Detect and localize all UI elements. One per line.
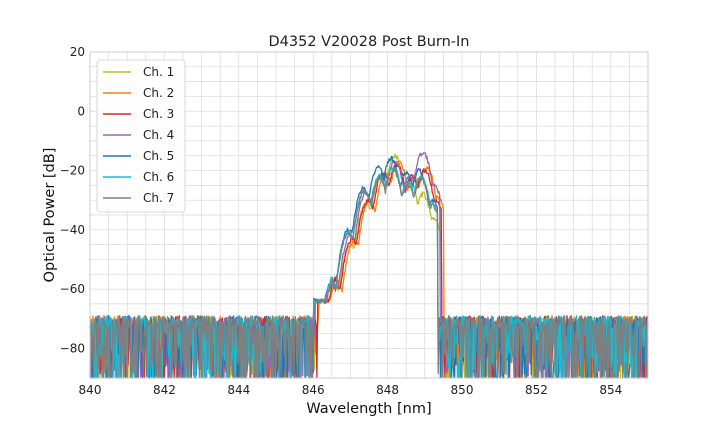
x-tick-label: 844 xyxy=(227,383,250,397)
legend-label: Ch. 5 xyxy=(143,149,174,163)
y-tick-label: 20 xyxy=(70,45,85,59)
series-line-7 xyxy=(89,167,649,379)
legend-label: Ch. 3 xyxy=(143,107,174,121)
legend: Ch. 1 Ch. 2 Ch. 3 Ch. 4 Ch. 5 Ch. 6 Ch. 7 xyxy=(96,59,186,213)
legend-label: Ch. 7 xyxy=(143,191,174,205)
legend-label: Ch. 6 xyxy=(143,170,174,184)
x-tick-label: 848 xyxy=(376,383,399,397)
plot-lines xyxy=(89,151,649,379)
x-tick-label: 850 xyxy=(451,383,474,397)
x-tick-label: 852 xyxy=(525,383,548,397)
legend-label: Ch. 4 xyxy=(143,128,174,142)
y-tick-label: 0 xyxy=(77,104,85,118)
x-axis-label: Wavelength [nm] xyxy=(306,401,431,417)
x-tick-label: 842 xyxy=(153,383,176,397)
tick-labels: 840 842 844 846 848 850 852 854 20 0 −20 −40 −60 −80 xyxy=(60,45,623,397)
x-tick-label: 854 xyxy=(599,383,622,397)
y-tick-label: −80 xyxy=(60,341,85,355)
legend-label: Ch. 2 xyxy=(143,86,174,100)
y-tick-label: −40 xyxy=(60,223,85,237)
chart-title: D4352 V20028 Post Burn-In xyxy=(268,34,469,50)
y-axis-label: Optical Power [dB] xyxy=(42,148,58,283)
x-tick-label: 840 xyxy=(79,383,102,397)
legend-box xyxy=(96,59,186,213)
y-tick-label: −20 xyxy=(60,164,85,178)
plot-frame xyxy=(89,51,649,379)
y-tick-label: −60 xyxy=(60,282,85,296)
x-tick-label: 846 xyxy=(302,383,325,397)
legend-label: Ch. 1 xyxy=(143,65,174,79)
